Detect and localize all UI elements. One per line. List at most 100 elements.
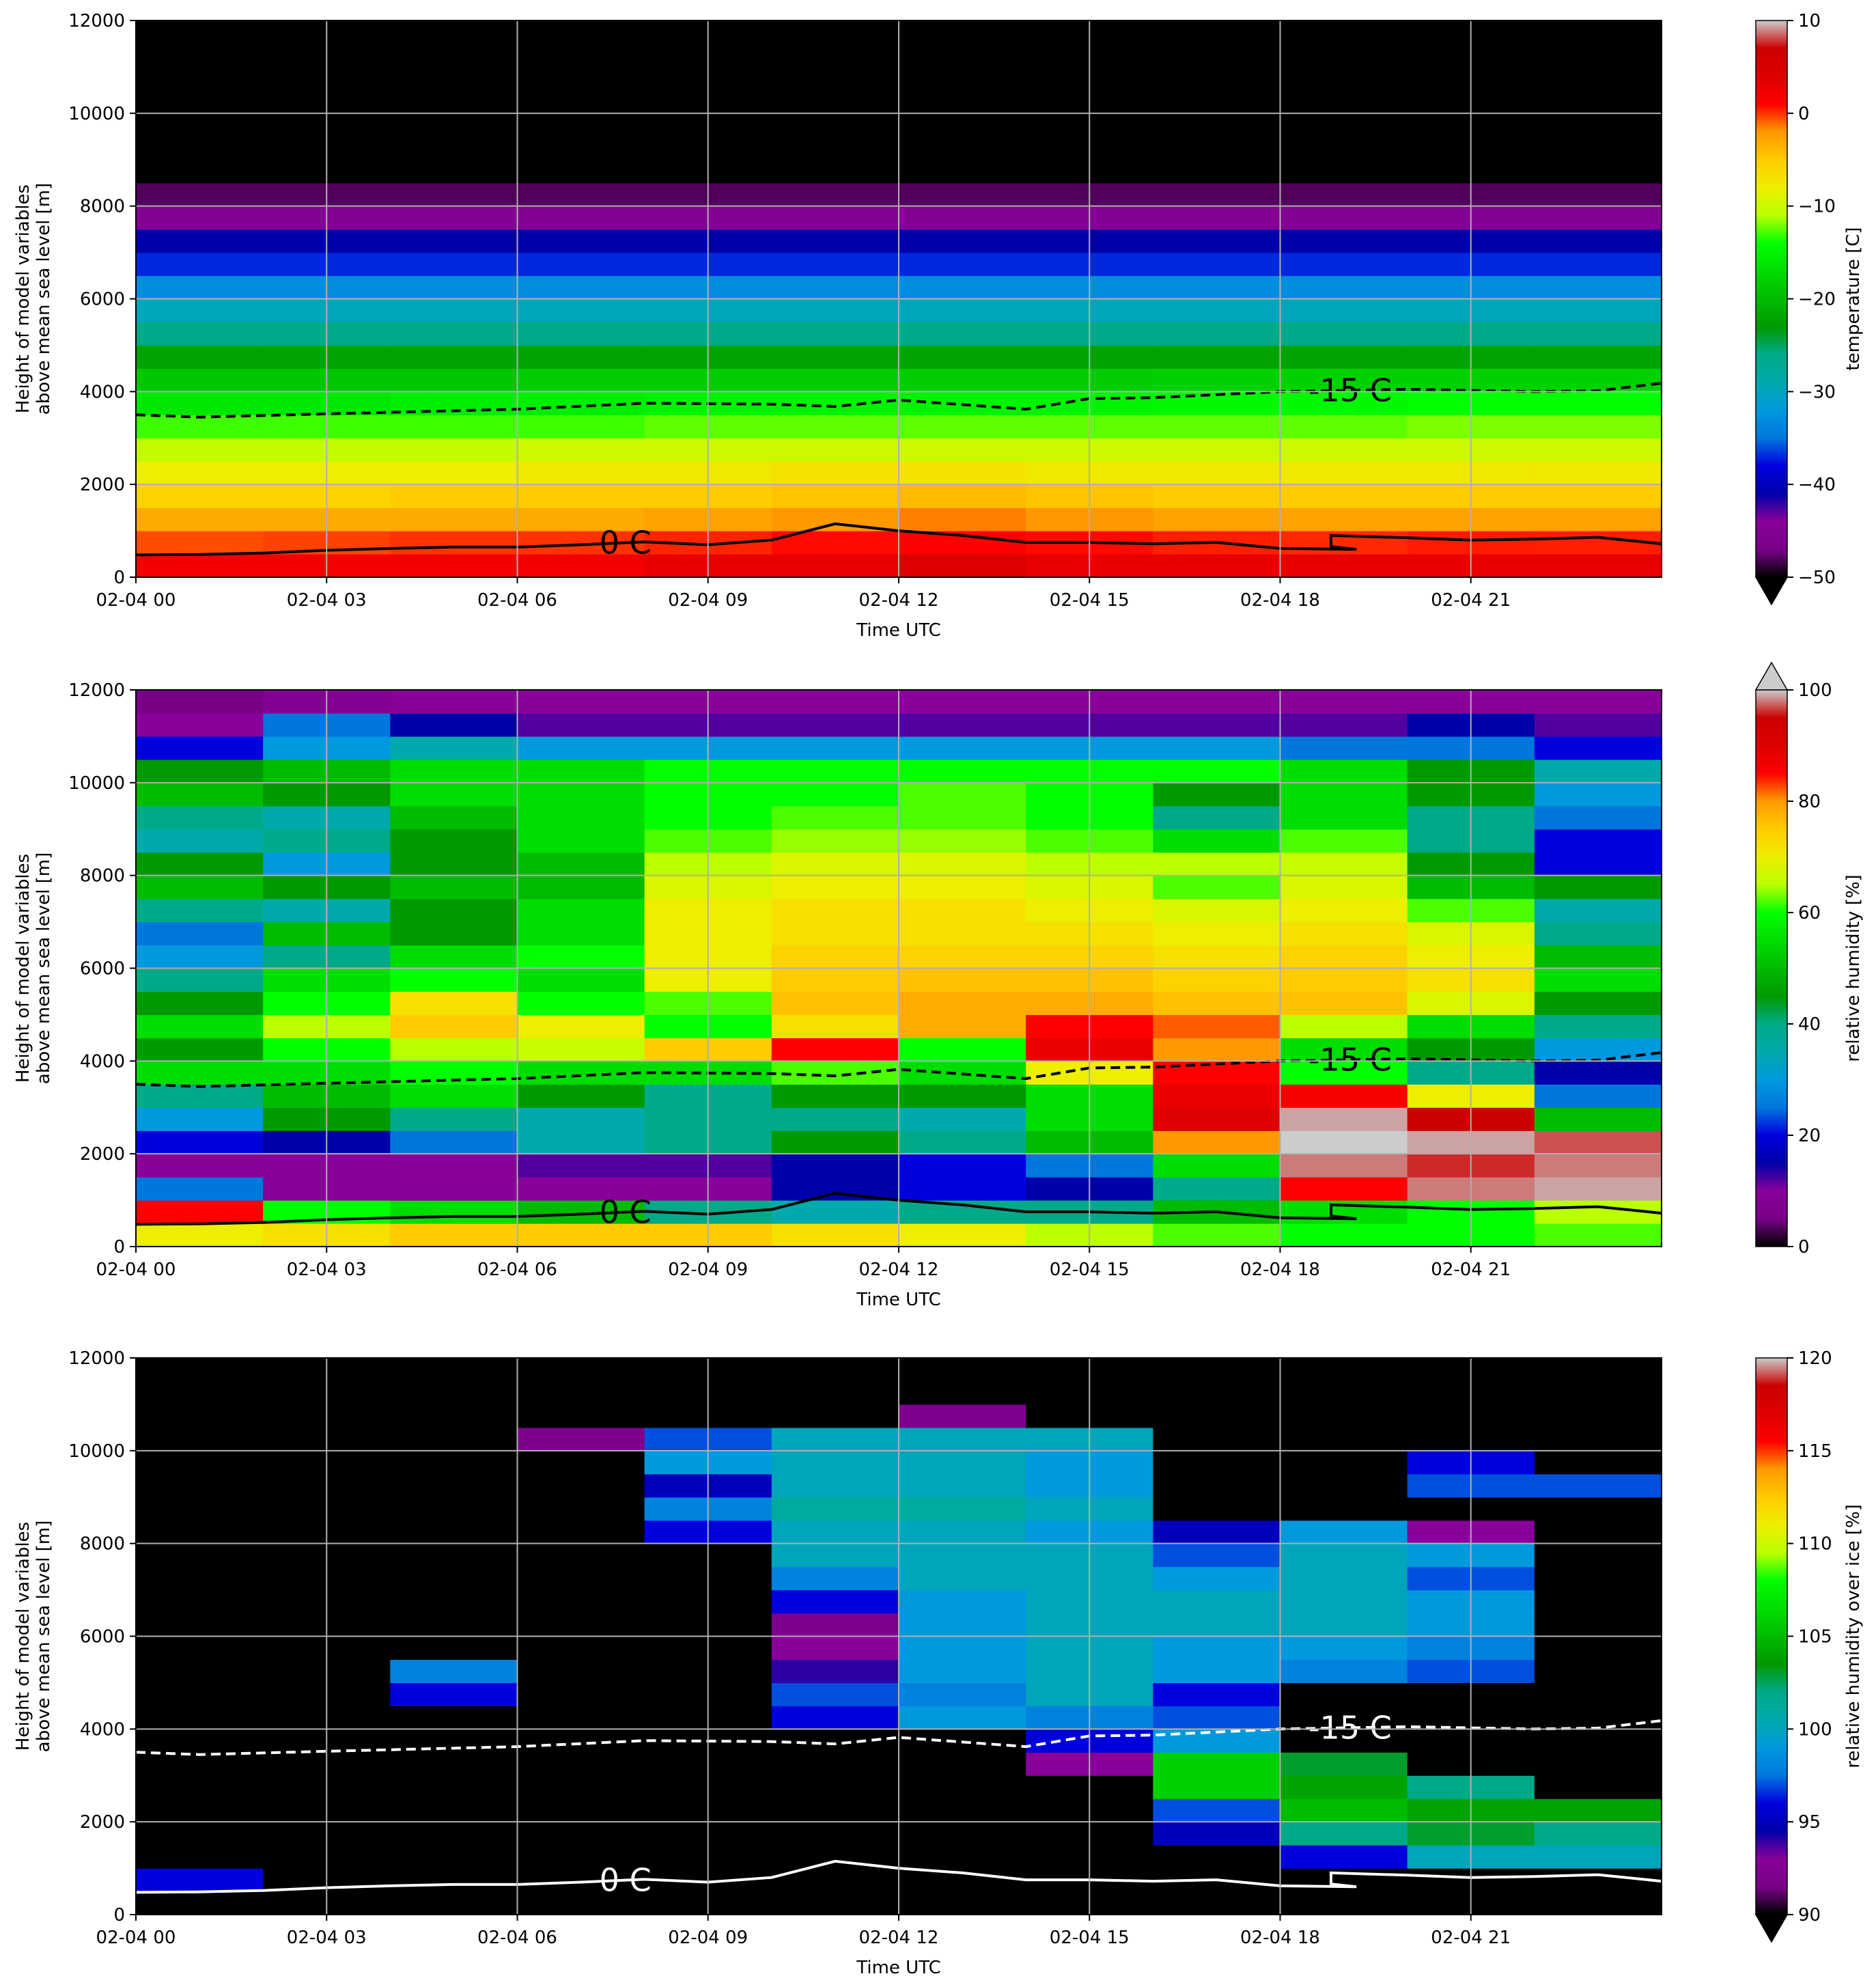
colorbar-tick-label: 40 [1798,1014,1821,1035]
heatmap-cell [517,1014,645,1038]
heatmap-cell [1153,159,1281,184]
heatmap-cell [390,1520,518,1544]
heatmap-cell [390,1223,518,1247]
heatmap-cell [1280,759,1408,783]
x-axis-label: Time UTC [856,1290,940,1310]
heatmap-cell [390,1543,518,1568]
heatmap-cell [1534,1450,1662,1475]
colorbar-tick-label: 10 [1798,11,1821,31]
heatmap-cell [771,1061,899,1085]
heatmap-cell [1280,531,1408,555]
contour-line [136,382,1662,419]
heatmap-cell [390,1380,518,1405]
heatmap-cell [517,484,645,508]
heatmap-cell [899,252,1026,277]
contour-label: 0 C [600,1862,652,1899]
heatmap-cell [899,66,1026,91]
y-axis-label: Height of model variables [13,1522,33,1751]
heatmap-cell [771,991,899,1016]
heatmap-cell [1534,322,1662,346]
heatmap-cell [899,1404,1026,1428]
heatmap-cell [1153,852,1281,876]
heatmap-cell [771,829,899,853]
heatmap-cell [136,736,264,760]
colorbar-extend [1754,576,1789,606]
heatmap-cell [517,1659,645,1684]
heatmap-cell [899,298,1026,323]
heatmap-cell [390,968,518,992]
heatmap-cell [1153,554,1281,577]
heatmap-cell [136,275,264,300]
heatmap-cell [390,782,518,807]
heatmap-cell [771,43,899,68]
colorbar-tick-label: 20 [1798,1126,1821,1146]
heatmap-cell [1153,1613,1281,1637]
heatmap-cell [1534,1589,1662,1614]
heatmap-cell [771,1038,899,1061]
heatmap-cell [1280,712,1408,737]
heatmap-cell [390,852,518,876]
heatmap-cell [771,322,899,346]
heatmap-cell [1280,322,1408,346]
heatmap-cell [1280,1543,1408,1568]
heatmap-cell [136,1868,264,1892]
heatmap-cell [899,1543,1026,1568]
heatmap-cell [136,113,264,137]
heatmap-cell [1280,829,1408,853]
heatmap-cell [517,1177,645,1201]
heatmap-cell [517,690,645,714]
heatmap-cell [136,1798,264,1822]
heatmap-cell [1280,921,1408,946]
heatmap-cell [899,1589,1026,1614]
heatmap-cell [1153,461,1281,485]
heatmap-cell [517,852,645,876]
heatmap-cell [771,1223,899,1247]
heatmap-cell [136,1380,264,1405]
heatmap-cell [899,113,1026,137]
heatmap-cell [1534,1084,1662,1108]
heatmap-cell [136,508,264,531]
heatmap-cell [1534,1775,1662,1799]
heatmap-cell [390,1636,518,1661]
heatmap-cell [517,1497,645,1521]
heatmap-cell [517,322,645,346]
heatmap-cell [136,1520,264,1544]
heatmap-cell [1153,206,1281,230]
heatmap-cell [517,43,645,68]
heatmap-cell [390,1798,518,1822]
heatmap-cell [771,182,899,207]
heatmap-cell [136,1589,264,1614]
heatmap-cell [899,805,1026,830]
heatmap-cell [136,531,264,555]
heatmap-cell [136,1891,264,1915]
y-tick-label: 4000 [80,1051,125,1072]
heatmap-cell [136,322,264,346]
heatmap-cell [771,275,899,300]
heatmap-cell [899,1427,1026,1451]
heatmap-cell [1534,1014,1662,1038]
heatmap-cell [390,1891,518,1915]
x-axis-label: Time UTC [856,620,940,641]
heatmap-cell [390,159,518,184]
heatmap-cell [899,898,1026,923]
heatmap-cell [136,415,264,439]
heatmap-cell [390,1450,518,1475]
heatmap-cell [1153,1450,1281,1475]
heatmap-cell [1534,182,1662,207]
heatmap-cell [517,1473,645,1498]
contour-line [136,1051,1662,1088]
heatmap-cell [390,712,518,737]
heatmap-cell [1153,1589,1281,1614]
heatmap-cell [517,252,645,277]
heatmap-cell [390,1084,518,1108]
heatmap-cell [1153,1706,1281,1729]
heatmap-cell [1534,875,1662,900]
heatmap-cell [1534,1427,1662,1451]
heatmap-cell [136,690,264,714]
heatmap-cell [1280,43,1408,68]
colorbar-tick-label: 105 [1798,1627,1832,1648]
heatmap-cell [1534,829,1662,853]
heatmap-cell [390,229,518,253]
heatmap-cell [1280,1473,1408,1498]
heatmap-cell [1534,805,1662,830]
